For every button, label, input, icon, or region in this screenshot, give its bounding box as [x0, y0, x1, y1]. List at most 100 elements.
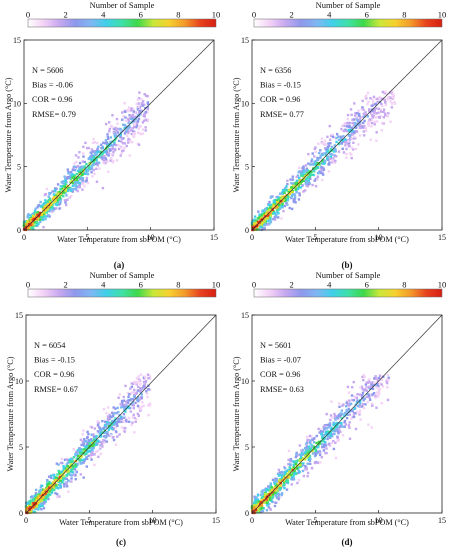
density-cell: [354, 111, 357, 115]
density-cell: [380, 102, 383, 106]
density-cell: [362, 121, 365, 125]
density-cell: [71, 467, 75, 471]
density-cell: [319, 428, 322, 431]
density-cell: [90, 446, 94, 449]
density-cell: [284, 480, 288, 483]
density-cell: [137, 117, 141, 121]
y-axis-label: Water Temperature from Argo (°C): [6, 356, 15, 471]
y-tick-label: 5: [19, 443, 23, 452]
density-cell: [82, 438, 86, 441]
density-cell: [290, 483, 293, 486]
density-cell: [102, 161, 105, 165]
density-cell: [361, 106, 364, 109]
colorbar: [27, 288, 217, 298]
density-cell: [305, 452, 308, 455]
density-cell: [90, 444, 93, 448]
density-cell: [293, 185, 296, 188]
colorbar: [27, 18, 217, 28]
density-cell: [304, 164, 308, 167]
colorbar-tick-label: 10: [212, 10, 221, 20]
density-cell: [67, 172, 71, 175]
density-cell: [296, 174, 300, 177]
density-cell: [262, 507, 265, 510]
density-cell: [366, 392, 369, 396]
density-cell: [132, 395, 136, 398]
density-cell: [314, 453, 318, 457]
density-cell: [374, 107, 378, 110]
density-cell: [102, 158, 106, 162]
density-cell: [370, 121, 374, 125]
colorbar-tick-label: 6: [365, 10, 369, 20]
density-cell: [369, 138, 372, 141]
density-cell: [343, 419, 347, 423]
density-cell: [43, 215, 47, 218]
density-cell: [367, 108, 371, 111]
y-axis-label: Water Temperature from Argo (°C): [232, 77, 241, 192]
density-cell: [306, 441, 309, 444]
density-cell: [116, 122, 119, 125]
density-cell: [341, 425, 345, 428]
density-cell: [264, 207, 267, 211]
density-cell: [374, 383, 377, 387]
density-cell: [88, 442, 92, 445]
density-cell: [264, 490, 268, 493]
density-cell: [324, 148, 328, 151]
density-cell: [306, 170, 310, 174]
density-cell: [367, 393, 371, 396]
density-cell: [142, 385, 145, 388]
density-cell: [353, 135, 356, 139]
density-cell: [266, 210, 269, 213]
density-cell: [268, 486, 271, 489]
density-cell: [99, 444, 102, 447]
density-cell: [52, 198, 56, 201]
density-cell: [62, 182, 65, 185]
density-cell: [104, 122, 108, 126]
density-cell: [263, 501, 266, 504]
density-cell: [369, 381, 372, 384]
density-cell: [316, 178, 319, 181]
stat-rmse: RMSE= 0.79: [32, 110, 76, 119]
density-cell: [266, 216, 269, 219]
density-cell: [80, 165, 84, 169]
density-cell: [140, 386, 143, 390]
density-cell: [255, 220, 259, 223]
density-cell: [311, 438, 315, 441]
density-cell: [77, 169, 80, 173]
density-cell: [330, 400, 333, 403]
density-cell: [29, 226, 33, 230]
density-cell: [40, 502, 43, 505]
density-cell: [281, 200, 285, 203]
density-cell: [129, 410, 133, 413]
density-cell: [111, 161, 114, 164]
density-cell: [334, 441, 337, 444]
density-cell: [268, 200, 271, 204]
stat-rmse: RMSE= 0.67: [34, 385, 78, 394]
density-cell: [25, 223, 29, 226]
colorbar-tick-label: 4: [101, 280, 106, 290]
density-cell: [136, 398, 139, 402]
density-cell: [71, 464, 74, 468]
density-cell: [290, 207, 294, 211]
density-cell: [128, 140, 132, 143]
density-cell: [131, 127, 134, 130]
density-cell: [62, 482, 66, 486]
density-cell: [78, 459, 82, 462]
density-cell: [301, 170, 304, 173]
density-cell: [54, 187, 57, 190]
stat-bias: Bias = -0.06: [32, 81, 73, 90]
density-cell: [55, 476, 58, 479]
density-cell: [258, 228, 261, 231]
density-cell: [299, 455, 303, 458]
density-cell: [271, 493, 275, 496]
density-cell: [389, 96, 392, 100]
stat-cor: COR = 0.96: [260, 370, 300, 379]
density-cell: [86, 172, 90, 176]
density-cell: [51, 203, 54, 207]
colorbar-tick-label: 10: [438, 10, 447, 20]
density-cell: [357, 109, 360, 112]
density-cell: [136, 389, 140, 392]
density-cell: [384, 114, 387, 117]
density-cell: [76, 452, 79, 456]
density-cell: [349, 409, 353, 412]
density-cell: [112, 428, 115, 431]
